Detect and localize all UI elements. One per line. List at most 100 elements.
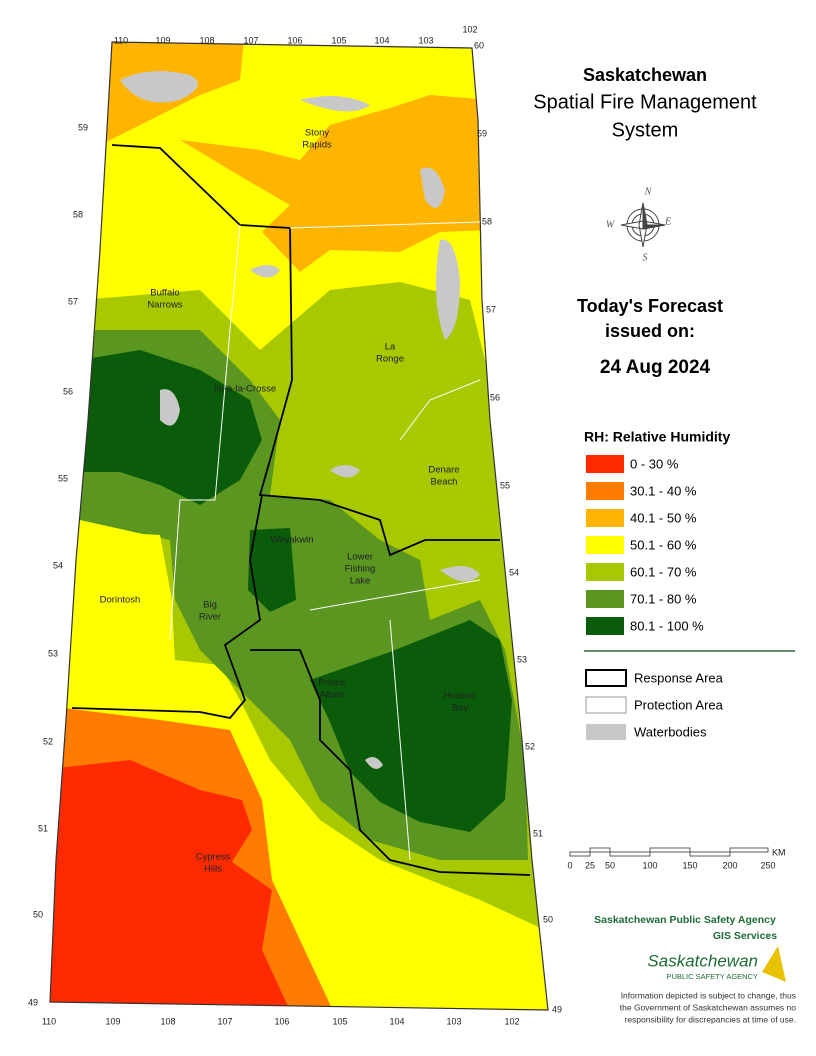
humidity-zone <box>310 620 512 832</box>
response-area-swatch <box>585 669 627 687</box>
latitude-label: 57 <box>486 304 496 314</box>
place-label: Fishing <box>345 564 376 575</box>
waterbody <box>436 239 460 340</box>
scale-segment <box>609 851 651 857</box>
credit-unit: GIS Services <box>713 930 777 942</box>
scale-unit: KM <box>772 847 786 857</box>
scale-segment <box>689 851 731 857</box>
latitude-label: 52 <box>525 741 535 751</box>
place-label: Narrows <box>147 300 183 311</box>
place-label: Dorintosh <box>100 595 141 606</box>
waterbody <box>300 96 370 112</box>
longitude-label: 105 <box>331 35 346 45</box>
legend-label: 0 - 30 % <box>630 456 679 471</box>
latitude-label: 56 <box>490 392 500 402</box>
longitude-label: 109 <box>155 35 170 45</box>
latitude-label: 57 <box>68 296 78 306</box>
legend-label: 60.1 - 70 % <box>630 564 697 579</box>
protection-area-boundary <box>309 579 481 611</box>
longitude-label: 109 <box>105 1016 120 1026</box>
latitude-label: 58 <box>482 216 492 226</box>
legend-label: 70.1 - 80 % <box>630 591 697 606</box>
longitude-label: 103 <box>418 35 433 45</box>
protection-area-boundary <box>389 619 411 861</box>
longitude-label: 104 <box>389 1016 404 1026</box>
humidity-zone <box>180 95 490 272</box>
place-label: Beach <box>431 477 458 488</box>
longitude-label: 102 <box>462 24 477 34</box>
scale-label: 50 <box>605 860 615 870</box>
disclaimer: responsibility for discrepancies at time… <box>625 1014 797 1024</box>
longitude-label: 107 <box>217 1016 232 1026</box>
legend-label: 30.1 - 40 % <box>630 483 697 498</box>
protection-area-boundary <box>289 221 481 229</box>
protection-area-boundary <box>399 379 481 441</box>
longitude-label: 108 <box>199 35 214 45</box>
place-label: Buffalo <box>150 288 179 299</box>
place-label: Bay <box>452 703 469 714</box>
latitude-label: 51 <box>38 823 48 833</box>
legend-swatch <box>586 455 624 473</box>
humidity-zone <box>72 530 175 695</box>
waterbody-swatch <box>586 724 626 740</box>
longitude-label: 106 <box>274 1016 289 1026</box>
waterbody <box>440 566 480 582</box>
legend-swatch <box>586 482 624 500</box>
disclaimer: the Government of Saskatchewan assumes n… <box>620 1002 797 1012</box>
humidity-map <box>50 42 548 1010</box>
waterbody <box>120 71 198 103</box>
legend-label: 50.1 - 60 % <box>630 537 697 552</box>
scale-label: 100 <box>642 860 657 870</box>
waterbody <box>250 265 280 278</box>
legend-label: Waterbodies <box>634 724 707 739</box>
latitude-label: 59 <box>78 122 88 132</box>
place-label: Hudson <box>444 691 477 702</box>
place-label: Stony <box>305 128 330 139</box>
disclaimer: Information depicted is subject to chang… <box>621 990 796 1000</box>
waterbody <box>420 167 445 208</box>
legend-label: Response Area <box>634 670 724 685</box>
credit-agency: Saskatchewan Public Safety Agency <box>594 914 776 926</box>
legend-label: 80.1 - 100 % <box>630 618 704 633</box>
humidity-zone <box>50 760 292 1010</box>
place-label: Prince <box>319 678 346 689</box>
longitude-label: 107 <box>243 35 258 45</box>
logo-name: Saskatchewan <box>647 951 758 970</box>
compass-letter: S <box>643 252 648 263</box>
legend-swatch <box>586 563 624 581</box>
latitude-label: 53 <box>517 654 527 664</box>
place-label: Big <box>203 600 217 611</box>
latitude-label: 59 <box>477 128 487 138</box>
latitude-label: 55 <box>58 473 68 483</box>
scale-label: 200 <box>722 860 737 870</box>
province-outline <box>49 41 549 1011</box>
latitude-label: 49 <box>28 997 38 1007</box>
latitude-label: 50 <box>33 909 43 919</box>
response-area-boundary <box>250 649 531 876</box>
place-label: La <box>385 342 396 353</box>
longitude-label: 110 <box>114 35 128 45</box>
compass-letter: W <box>606 219 616 230</box>
latitude-label: 56 <box>63 386 73 396</box>
scale-label: 150 <box>682 860 697 870</box>
forecast-date: 24 Aug 2024 <box>600 357 711 378</box>
latitude-label: 58 <box>73 209 83 219</box>
longitude-label: 110 <box>42 1016 56 1026</box>
compass-letter: E <box>664 216 671 227</box>
place-label: Rapids <box>302 140 332 151</box>
latitude-label: 52 <box>43 736 53 746</box>
scale-segment <box>649 847 691 853</box>
scale-segment <box>729 847 769 853</box>
response-area-boundary <box>71 494 263 719</box>
response-area-boundary <box>111 144 500 557</box>
title: System <box>612 119 679 141</box>
scale-label: 250 <box>760 860 775 870</box>
longitude-label: 103 <box>446 1016 461 1026</box>
latitude-label: 54 <box>53 560 63 570</box>
longitude-label: 104 <box>374 35 389 45</box>
compass <box>620 202 666 248</box>
title: Saskatchewan <box>583 65 707 85</box>
place-label: Lake <box>350 576 371 587</box>
place-label: Île-à-la-Crosse <box>213 384 276 395</box>
place-label: Denare <box>428 465 459 476</box>
